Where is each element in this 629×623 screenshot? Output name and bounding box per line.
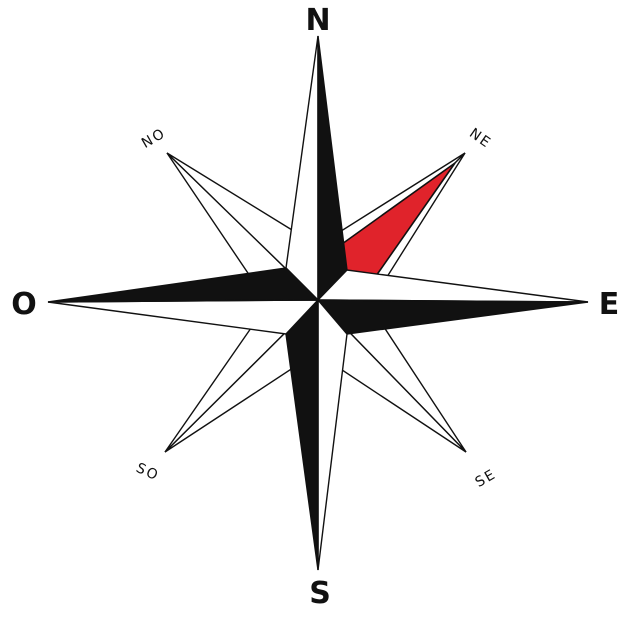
label-northwest: NO [139,125,169,152]
point-south-black-half [285,298,319,571]
point-north-black-half [317,35,348,302]
label-west: O [11,287,37,322]
label-north: N [305,3,330,38]
label-southwest: SO [133,460,161,485]
point-north-white-half [285,35,319,302]
point-west-white-half [47,299,320,335]
label-east: E [599,287,620,322]
label-northeast: NE [466,125,494,151]
point-west-black-half [47,267,320,303]
point-east-black-half [316,299,589,335]
point-south-white-half [317,298,348,571]
label-southeast: SE [473,466,500,491]
label-south: S [309,576,331,611]
point-east-white-half [316,269,589,303]
